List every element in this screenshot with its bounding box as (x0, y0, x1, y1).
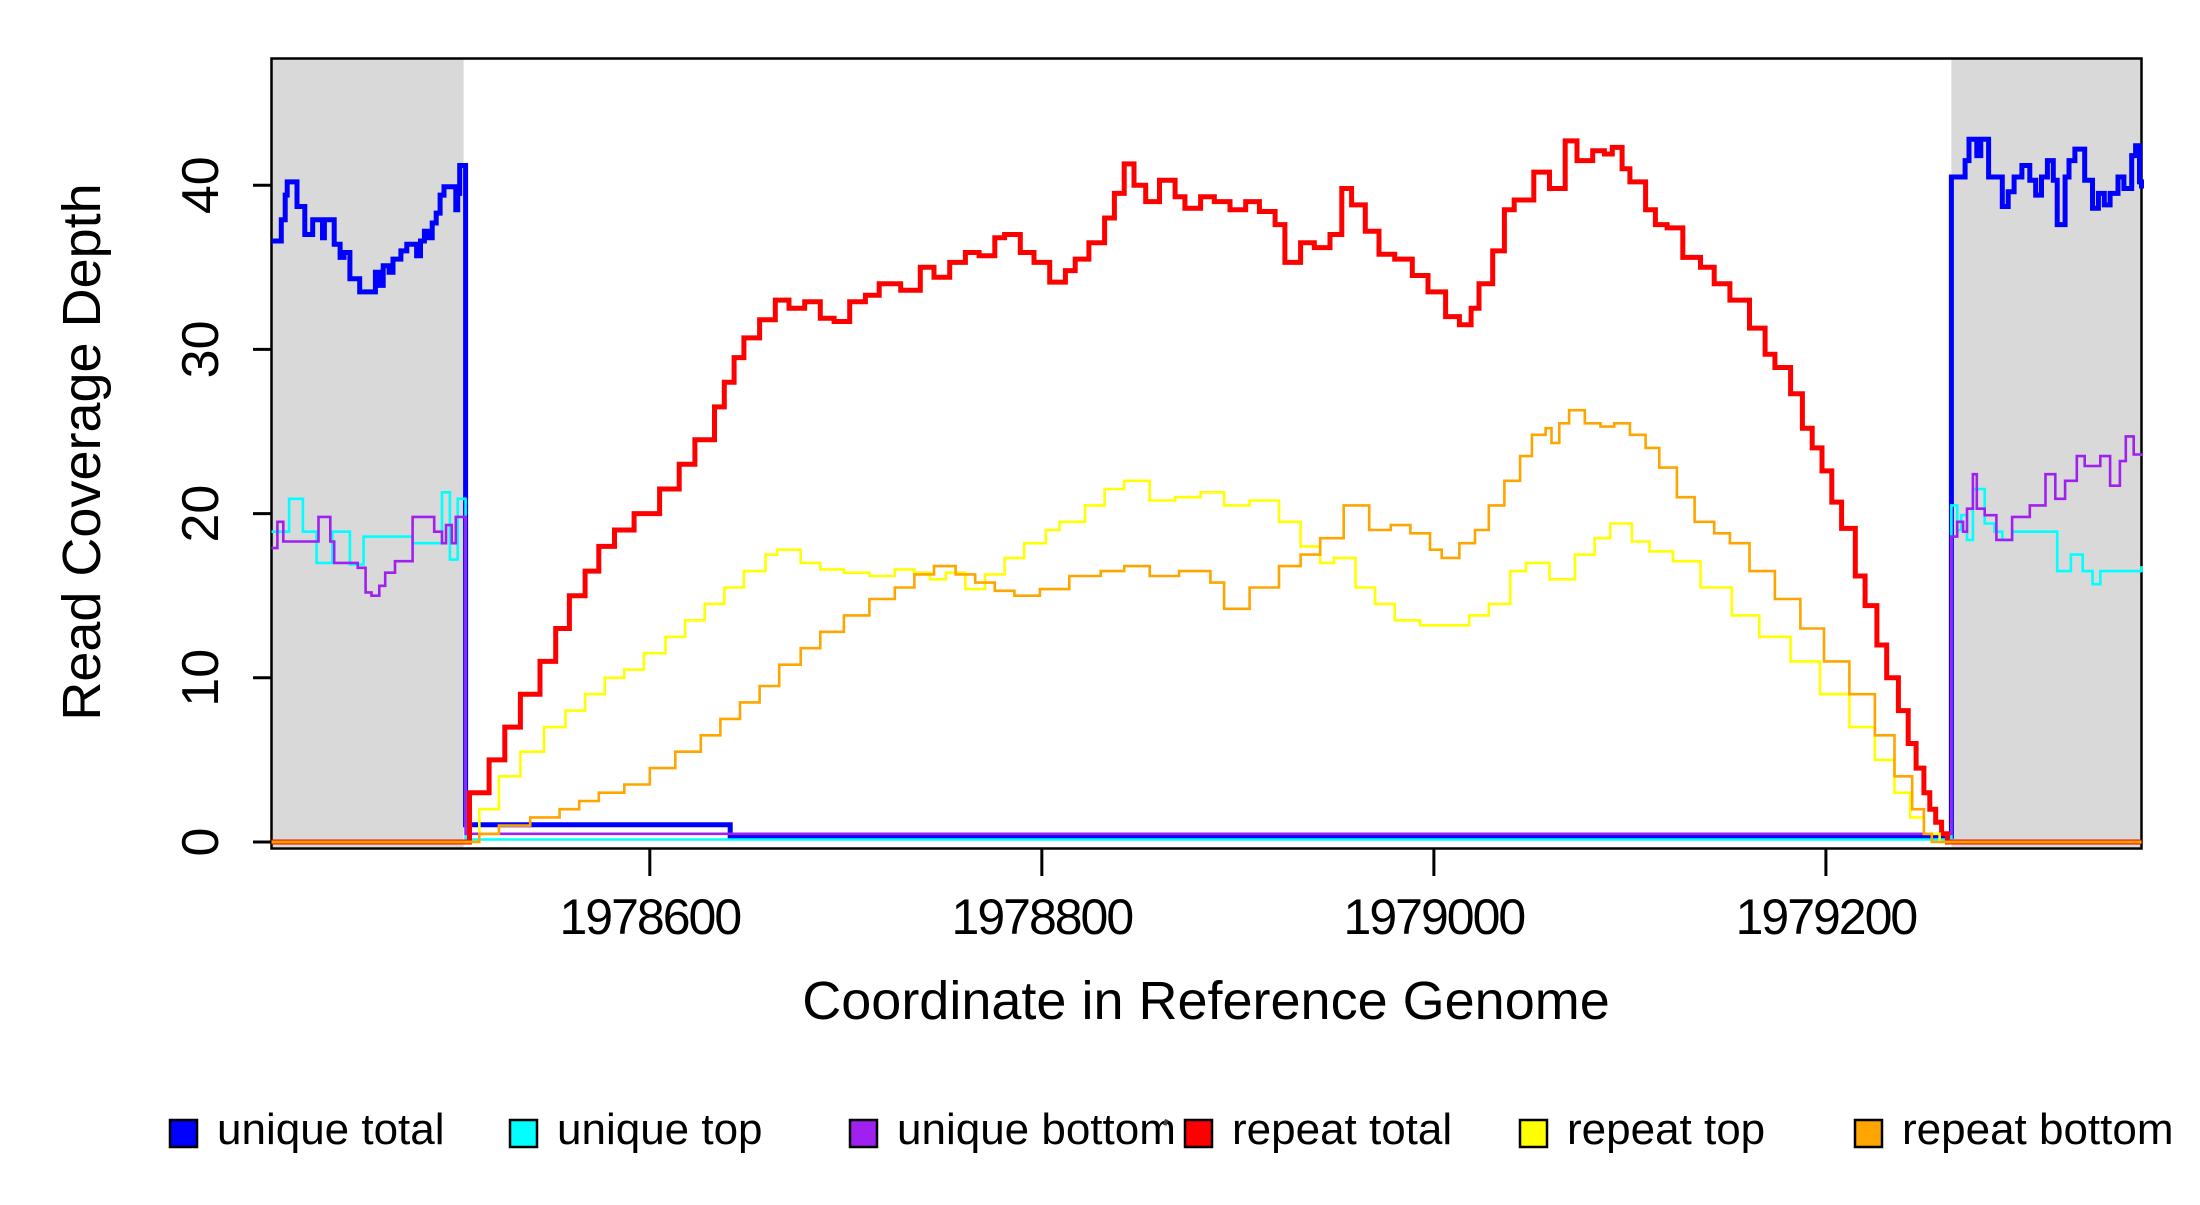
legend-swatch-unique-bottom (848, 1118, 879, 1149)
x-tick-label: 1979000 (1344, 889, 1525, 945)
legend-swatch-repeat-top (1518, 1118, 1549, 1149)
legend-label-repeat-top: repeat top (1567, 1105, 1765, 1154)
y-tick-label: 20 (172, 485, 230, 543)
legend-swatch-repeat-total (1183, 1118, 1214, 1149)
legend-label-repeat-total: repeat total (1232, 1105, 1452, 1154)
y-tick-label: 0 (172, 828, 230, 857)
legend-swatch-unique-top (508, 1118, 539, 1149)
series-repeat-top (271, 479, 2142, 844)
x-tick-label: 1979200 (1736, 889, 1917, 945)
legend-label-unique-top: unique top (557, 1105, 763, 1154)
y-tick-label: 10 (172, 649, 230, 707)
series-unique-top (271, 487, 2143, 841)
legend-label-repeat-bottom: repeat bottom (1902, 1105, 2174, 1154)
x-tick-label: 1978600 (559, 889, 740, 945)
series-unique-bottom (271, 435, 2143, 836)
y-tick-label: 40 (172, 156, 230, 214)
series-repeat-bottom (271, 408, 2142, 844)
stray-dot (1163, 1119, 1169, 1126)
y-axis-title: Read Coverage Depth (52, 183, 112, 721)
x-axis-title: Coordinate in Reference Genome (802, 971, 1610, 1031)
series-unique-total (271, 136, 2144, 839)
legend-swatch-unique-total (168, 1118, 199, 1149)
x-tick-label: 1978800 (952, 889, 1133, 945)
plot-border (270, 57, 2143, 850)
shaded-region (271, 59, 464, 847)
series-repeat-total (271, 138, 2142, 845)
legend-label-unique-bottom: unique bottom (897, 1105, 1176, 1154)
legend-swatch-repeat-bottom (1853, 1118, 1884, 1149)
shaded-region (1951, 59, 2142, 847)
y-tick-label: 30 (172, 320, 230, 378)
legend-label-unique-total: unique total (217, 1105, 445, 1154)
